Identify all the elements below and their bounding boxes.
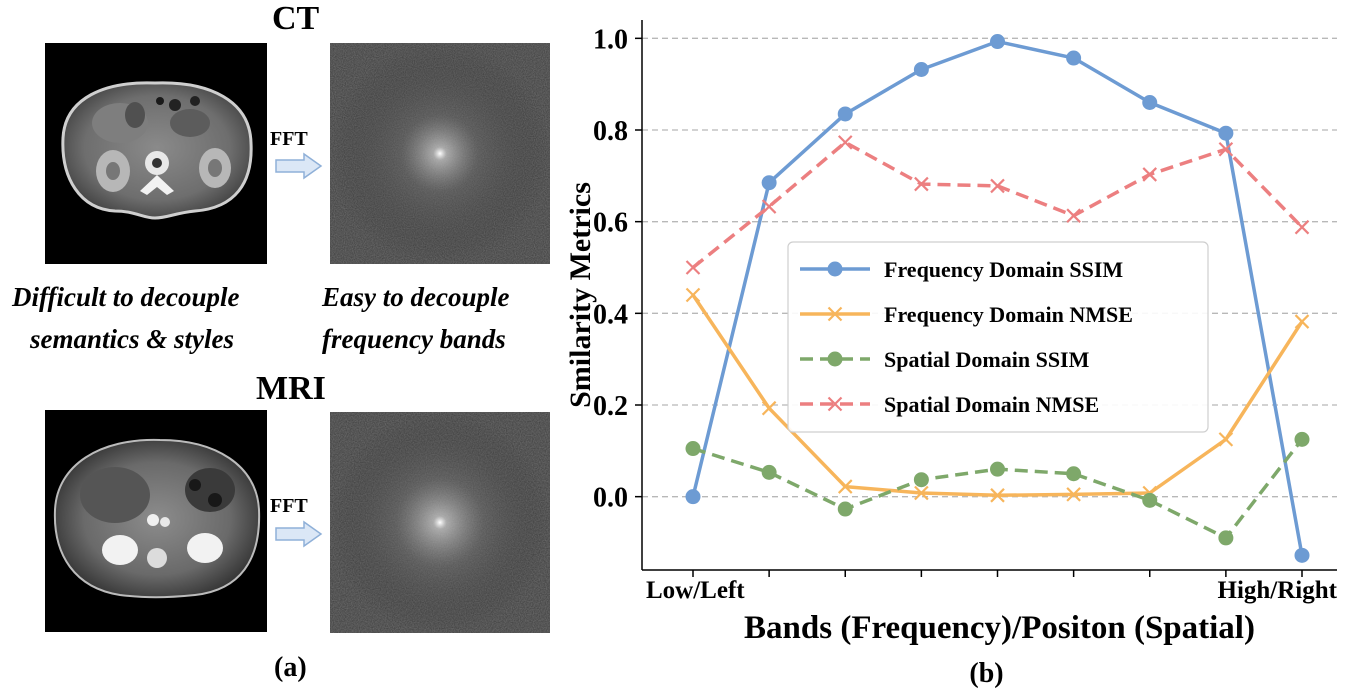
data-point [1066, 50, 1082, 66]
y-tick-label: 1.0 [593, 24, 628, 55]
mri-title: MRI [256, 370, 326, 407]
y-tick-label: 0.8 [593, 116, 628, 147]
legend-marker [827, 306, 843, 322]
data-point [761, 464, 777, 480]
x-tick-label-low: Low/Left [646, 577, 745, 604]
data-point [1142, 95, 1158, 110]
grid-lines [642, 37, 1337, 498]
x-tick-label-high: High/Right [1218, 577, 1338, 604]
axes: 0.0 0.2 0.4 0.6 0.8 1.0 Low/Left High/Right [593, 20, 1338, 604]
caption-left-line1: Difficult to decouple [12, 282, 240, 312]
data-point [914, 176, 929, 192]
data-point [837, 479, 853, 494]
data-point [761, 175, 777, 191]
y-tick-label: 0.4 [593, 299, 628, 330]
panel-a: CT F [0, 0, 570, 692]
data-point [990, 461, 1005, 477]
data-point [685, 260, 701, 275]
data-point [913, 62, 929, 77]
data-point [685, 489, 701, 505]
data-point [837, 501, 853, 517]
data-point [1218, 125, 1234, 141]
caption-right-line2: frequency bands [322, 324, 506, 354]
data-point [913, 472, 929, 488]
data-point [1066, 208, 1081, 223]
data-point [990, 488, 1005, 503]
legend-marker [827, 351, 843, 367]
data-point [1294, 219, 1310, 235]
data-point [685, 287, 701, 303]
data-point [1218, 530, 1234, 546]
data-point [685, 441, 701, 457]
data-point [1142, 492, 1158, 508]
caption-right-line1: Easy to decouple [322, 282, 510, 312]
y-tick-label: 0.6 [593, 208, 628, 239]
legend-box [787, 241, 1209, 433]
data-point [1218, 432, 1234, 447]
mri-fft-spectrum [330, 412, 550, 633]
y-axis-label: Smilarity Metrics [564, 182, 597, 408]
ct-title: CT [272, 0, 320, 37]
panel-a-label: (a) [274, 652, 307, 683]
right-arrow-icon [275, 152, 323, 180]
series-line-2 [692, 438, 1304, 540]
legend-label: Frequency Domain SSIM [884, 257, 1123, 282]
fft-label-bottom: FFT [270, 495, 308, 517]
fft-label-top: FFT [270, 128, 308, 150]
legend: Frequency Domain SSIM Frequency Domain NM… [787, 241, 1209, 433]
y-tick-label: 0.0 [593, 483, 628, 514]
data-point [1294, 314, 1310, 329]
legend-marker [827, 396, 843, 412]
data-point [990, 34, 1005, 50]
data-point [1294, 547, 1310, 563]
y-tick-label: 0.2 [593, 391, 628, 422]
right-arrow-icon [275, 520, 323, 548]
series-lines [685, 34, 1310, 563]
caption-left-line2: semantics & styles [30, 324, 234, 354]
x-axis-label: Bands (Frequency)/Positon (Spatial) [744, 610, 1255, 646]
ct-fft-spectrum [330, 43, 550, 264]
data-point [1294, 431, 1310, 447]
panel-b-label: (b) [969, 658, 1003, 689]
data-point [837, 106, 853, 122]
legend-label: Spatial Domain SSIM [884, 347, 1090, 372]
mri-scan-image [45, 410, 267, 632]
data-point [1142, 167, 1158, 182]
data-point [1066, 466, 1082, 482]
similarity-line-chart: 0.0 0.2 0.4 0.6 0.8 1.0 Low/Left High/Right Fre… [564, 20, 1338, 689]
data-point [914, 485, 929, 501]
data-point [1066, 487, 1081, 502]
legend-marker [827, 261, 843, 277]
data-point [761, 199, 777, 214]
data-point [990, 178, 1005, 194]
ct-scan-image [45, 43, 267, 264]
legend-label: Frequency Domain NMSE [884, 302, 1133, 327]
data-point [761, 400, 777, 416]
data-point [837, 135, 853, 150]
legend-label: Spatial Domain NMSE [884, 392, 1099, 417]
data-point [1218, 141, 1234, 157]
